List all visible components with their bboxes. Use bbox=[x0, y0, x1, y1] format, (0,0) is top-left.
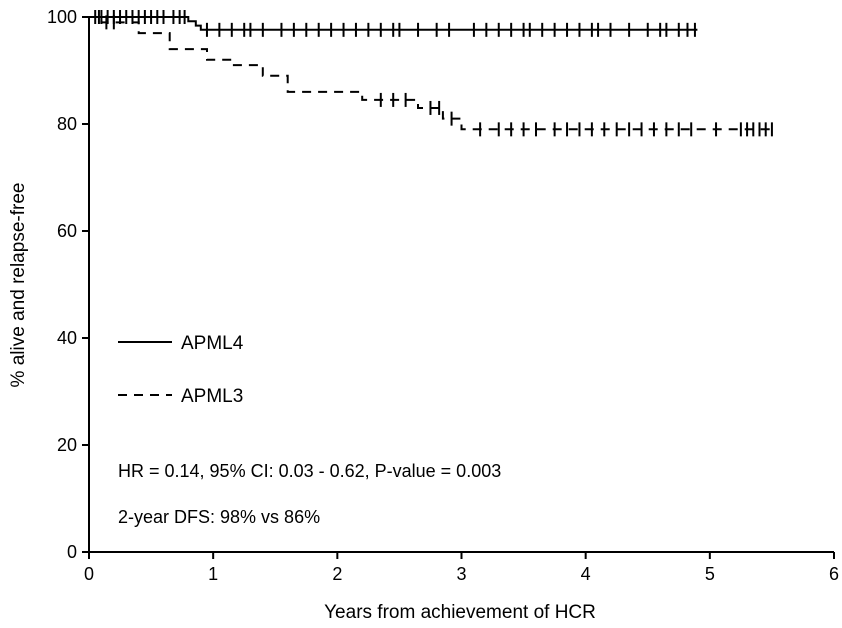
y-tick-label: 0 bbox=[67, 542, 77, 562]
legend-label-apml4: APML4 bbox=[181, 333, 244, 354]
y-tick-label: 40 bbox=[57, 328, 77, 348]
x-tick-label: 4 bbox=[581, 564, 591, 584]
x-tick-label: 5 bbox=[705, 564, 715, 584]
y-tick-label: 20 bbox=[57, 435, 77, 455]
legend: APML4 APML3 bbox=[118, 333, 244, 407]
y-axis-label: % alive and relapse-free bbox=[8, 183, 29, 388]
y-tick-label: 60 bbox=[57, 221, 77, 241]
annotation-hr: HR = 0.14, 95% CI: 0.03 - 0.62, P-value … bbox=[118, 461, 501, 481]
curve-apml3 bbox=[89, 16, 772, 131]
legend-label-apml3: APML3 bbox=[181, 386, 243, 407]
x-tick-label: 6 bbox=[829, 564, 839, 584]
series-layer bbox=[89, 10, 773, 137]
curve-apml4 bbox=[89, 16, 698, 31]
ticks: 0 20 40 60 80 100 0 1 2 3 4 5 6 bbox=[47, 7, 839, 584]
x-axis-label: Years from achievement of HCR bbox=[324, 602, 596, 623]
x-tick-label: 2 bbox=[332, 564, 342, 584]
y-tick-label: 80 bbox=[57, 114, 77, 134]
x-tick-label: 3 bbox=[456, 564, 466, 584]
annotation-dfs: 2-year DFS: 98% vs 86% bbox=[118, 507, 320, 527]
y-tick-label: 100 bbox=[47, 7, 77, 27]
x-tick-label: 0 bbox=[84, 564, 94, 584]
x-tick-label: 1 bbox=[208, 564, 218, 584]
